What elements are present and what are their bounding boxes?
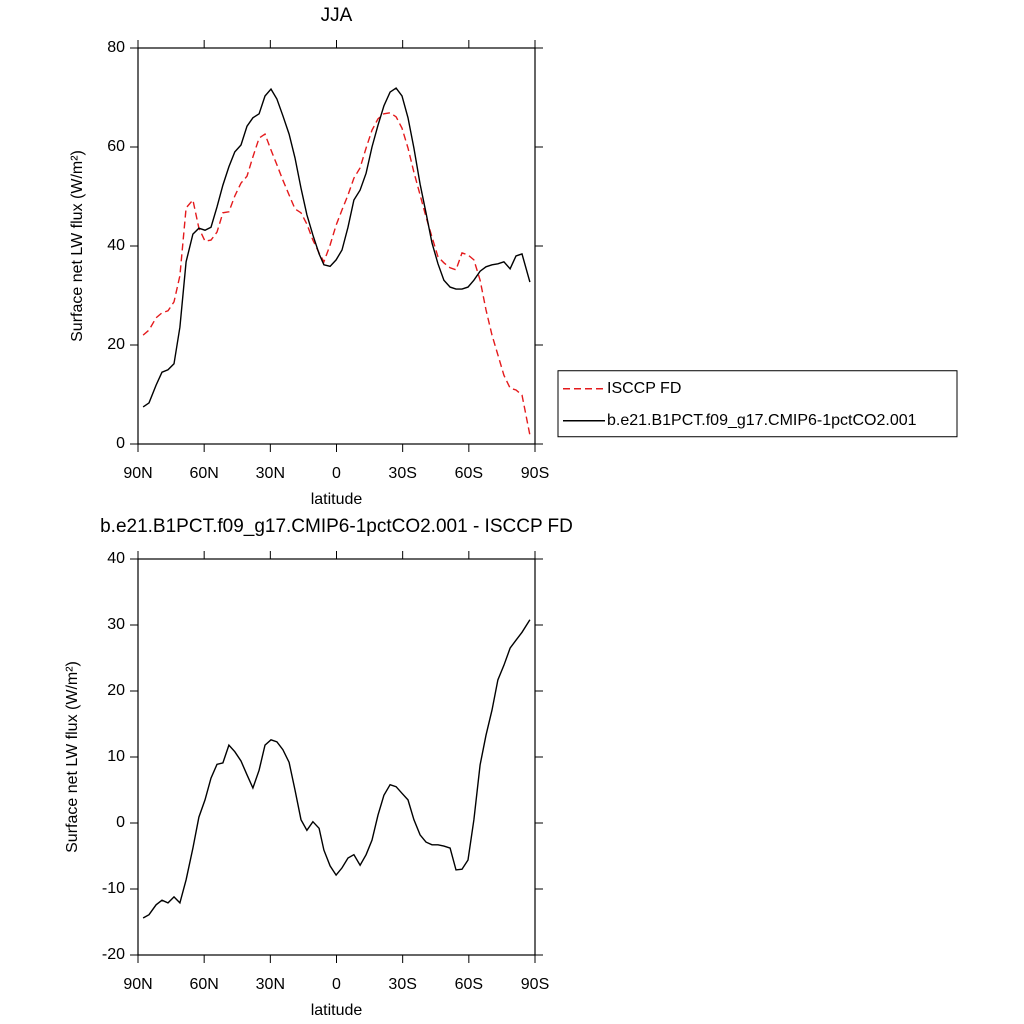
data-line: [142, 619, 531, 919]
chart-title: b.e21.B1PCT.f09_g17.CMIP6-1pctCO2.001 - …: [100, 516, 573, 537]
plot-frame: [137, 47, 536, 445]
y-axis-label: Surface net LW flux (W/m²): [69, 150, 86, 342]
y-axis-label: Surface net LW flux (W/m²): [64, 661, 81, 853]
y-tick-label: -10: [102, 880, 125, 897]
x-axis-label: latitude: [311, 491, 363, 508]
y-tick-label: 80: [107, 39, 125, 56]
plot-frame: [137, 558, 536, 956]
legend-box: [557, 370, 958, 438]
x-tick-label: 90N: [123, 465, 152, 482]
x-tick-label: 90N: [123, 976, 152, 993]
y-tick-label: -20: [102, 946, 125, 963]
legend-label: b.e21.B1PCT.f09_g17.CMIP6-1pctCO2.001: [607, 412, 917, 429]
x-tick-label: 30S: [388, 976, 416, 993]
data-line: [142, 87, 531, 408]
x-tick-label: 30S: [388, 465, 416, 482]
y-tick-label: 0: [116, 814, 125, 831]
x-tick-label: 60S: [455, 976, 483, 993]
y-tick-label: 40: [107, 550, 125, 567]
x-tick-label: 90S: [521, 976, 549, 993]
y-tick-label: 0: [116, 435, 125, 452]
y-tick-label: 40: [107, 237, 125, 254]
x-tick-label: 0: [332, 465, 341, 482]
x-tick-label: 0: [332, 976, 341, 993]
x-tick-label: 90S: [521, 465, 549, 482]
legend-label: ISCCP FD: [607, 380, 681, 397]
chart-title: JJA: [321, 5, 353, 26]
x-tick-label: 30N: [256, 465, 285, 482]
y-tick-label: 30: [107, 616, 125, 633]
y-tick-label: 60: [107, 138, 125, 155]
x-tick-label: 60N: [189, 465, 218, 482]
y-tick-label: 20: [107, 336, 125, 353]
y-tick-label: 10: [107, 748, 125, 765]
x-tick-label: 60N: [189, 976, 218, 993]
y-tick-label: 20: [107, 682, 125, 699]
x-tick-label: 60S: [455, 465, 483, 482]
x-axis-label: latitude: [311, 1002, 363, 1019]
x-tick-label: 30N: [256, 976, 285, 993]
data-line: [142, 112, 531, 436]
